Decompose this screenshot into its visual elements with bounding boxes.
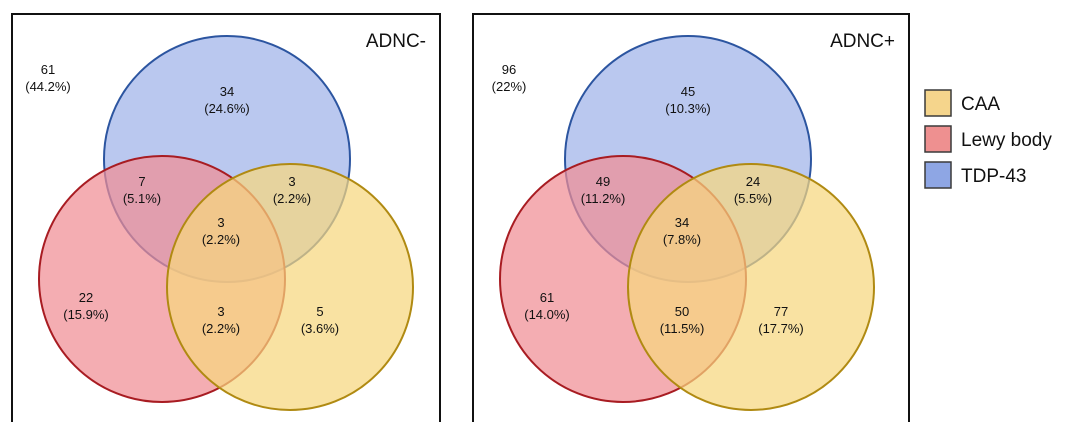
region-percent: (10.3%) [665,101,711,116]
region-label-none: 61 (44.2%) [25,62,71,94]
region-count: 49 [596,174,610,189]
region-count: 45 [681,84,695,99]
region-count: 96 [502,62,516,77]
region-percent: (17.7%) [758,321,804,336]
region-count: 61 [540,290,554,305]
region-label-all-three: 3 (2.2%) [202,215,240,247]
region-percent: (2.2%) [273,191,311,206]
region-count: 3 [217,304,224,319]
legend: CAA Lewy body TDP-43 [924,89,1052,189]
legend-swatch [924,125,952,153]
region-label-lewy-only: 22 (15.9%) [63,290,109,322]
venn-panel-adnc-: ADNC+ 96 (22%) 45 (10.3%) 49 (11.2%) 24 (5.5%) 34… [472,13,910,422]
region-count: 5 [316,304,323,319]
legend-swatch [924,89,952,117]
panels: ADNC- 61 (44.2%) 34 (24.6%) 7 (5.1%) 3 (2.2%) 3 (2… [11,13,910,422]
region-percent: (3.6%) [301,321,339,336]
region-label-lewy-caa: 3 (2.2%) [202,304,240,336]
legend-label: Lewy body [961,130,1052,151]
region-count: 34 [220,84,234,99]
legend-label: CAA [961,94,1000,115]
venn-circles [38,35,414,411]
legend-label: TDP-43 [961,166,1026,187]
region-percent: (2.2%) [202,232,240,247]
panel-title: ADNC+ [830,31,895,52]
region-percent: (44.2%) [25,79,71,94]
region-percent: (5.5%) [734,191,772,206]
region-count: 3 [288,174,295,189]
region-percent: (7.8%) [663,232,701,247]
legend-swatch [924,161,952,189]
region-count: 22 [79,290,93,305]
region-label-caa-only: 77 (17.7%) [758,304,804,336]
region-count: 24 [746,174,760,189]
region-label-lewy-tdp: 7 (5.1%) [123,174,161,206]
legend-item-tdp-43: TDP-43 [924,161,1026,189]
caa-circle [627,163,875,411]
region-count: 77 [774,304,788,319]
region-label-lewy-caa: 50 (11.5%) [660,304,705,336]
caa-circle [166,163,414,411]
panel-title: ADNC- [366,31,426,52]
venn-circles [499,35,875,411]
region-label-tdp-only: 34 (24.6%) [204,84,250,116]
region-count: 61 [41,62,55,77]
region-percent: (14.0%) [524,307,570,322]
region-label-lewy-only: 61 (14.0%) [524,290,570,322]
region-count: 34 [675,215,689,230]
region-count: 50 [675,304,689,319]
region-percent: (24.6%) [204,101,250,116]
legend-item-lewy-body: Lewy body [924,125,1052,153]
region-label-lewy-tdp: 49 (11.2%) [581,174,626,206]
region-percent: (15.9%) [63,307,109,322]
region-count: 7 [138,174,145,189]
region-count: 3 [217,215,224,230]
region-label-none: 96 (22%) [492,62,527,94]
region-label-tdp-only: 45 (10.3%) [665,84,711,116]
region-percent: (11.2%) [581,191,626,206]
region-percent: (11.5%) [660,321,705,336]
region-label-tdp-caa: 3 (2.2%) [273,174,311,206]
region-label-all-three: 34 (7.8%) [663,215,701,247]
legend-item-caa: CAA [924,89,1000,117]
region-label-tdp-caa: 24 (5.5%) [734,174,772,206]
region-percent: (22%) [492,79,527,94]
region-label-caa-only: 5 (3.6%) [301,304,339,336]
region-percent: (5.1%) [123,191,161,206]
venn-panel-adnc-: ADNC- 61 (44.2%) 34 (24.6%) 7 (5.1%) 3 (2.2%) 3 (2… [11,13,441,422]
region-percent: (2.2%) [202,321,240,336]
